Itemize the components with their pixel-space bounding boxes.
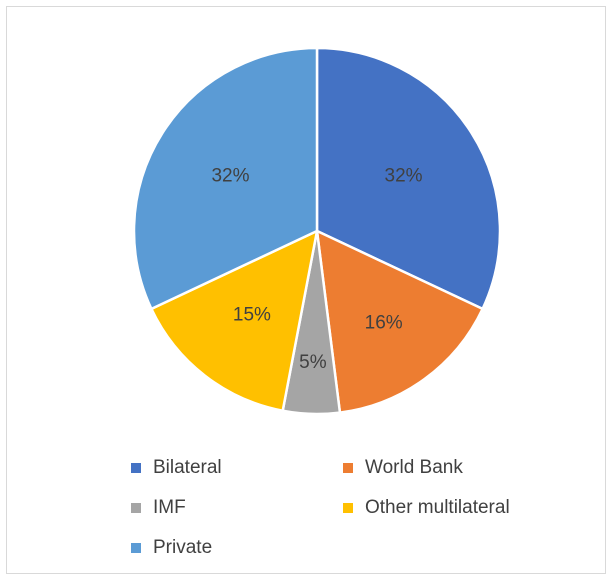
pie-slice-world-bank [315,229,484,414]
legend-item-private: Private [131,535,212,561]
legend-label: Private [153,537,213,558]
data-label-world-bank: 16% [365,312,403,333]
data-label-private: 32% [211,166,249,187]
pie-slice-private [132,46,319,311]
legend-label: World Bank [365,457,463,478]
legend-item-bilateral: Bilateral [131,455,222,481]
legend-swatch [343,503,353,513]
legend-label: Bilateral [153,457,222,478]
pie-slice-other-multilateral [150,229,319,413]
legend-label: Other multilateral [365,497,510,518]
legend-label: IMF [153,497,186,518]
legend-swatch [131,503,141,513]
chart-frame: 32% 16% 5% 15% 32% Bilateral World Bank IMF Oth… [6,6,606,574]
legend-swatch [131,463,141,473]
legend-item-world-bank: World Bank [343,455,463,481]
legend-swatch [131,543,141,553]
legend-item-other-multilateral: Other multilateral [343,495,510,521]
pie-chart: 32% 16% 5% 15% 32% [132,46,502,416]
legend-item-imf: IMF [131,495,186,521]
data-label-bilateral: 32% [385,166,423,187]
data-label-imf: 5% [299,352,327,373]
data-label-other-multilateral: 15% [233,304,271,325]
pie-slice-bilateral [315,46,502,311]
legend-swatch [343,463,353,473]
